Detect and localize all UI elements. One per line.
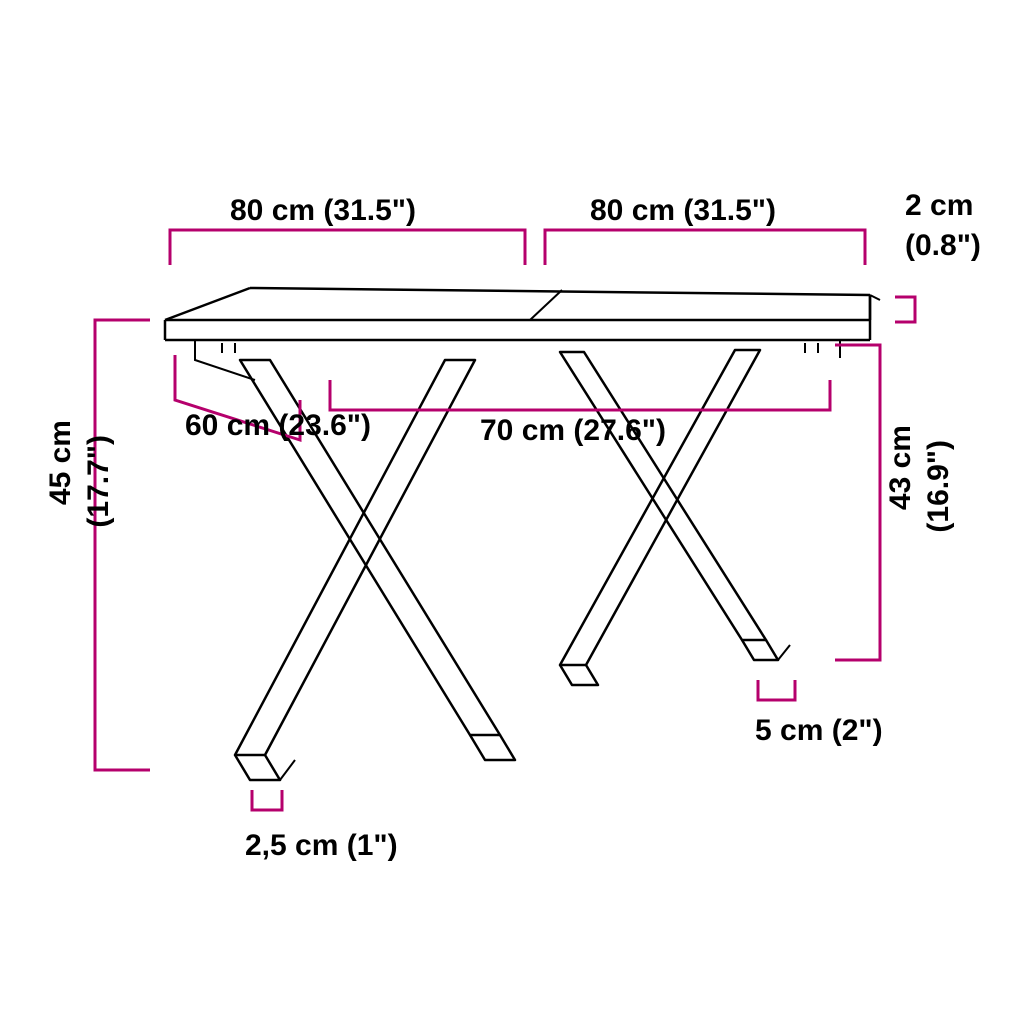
dim-leg-width: 5 cm (2") bbox=[755, 680, 883, 747]
label-top-width-1: 80 cm (31.5") bbox=[230, 194, 416, 227]
label-overall-height-a: 45 cm bbox=[44, 420, 77, 505]
label-thickness-b: (0.8") bbox=[905, 229, 981, 262]
label-thickness-a: 2 cm bbox=[905, 189, 973, 222]
dim-top-width-1: 80 cm (31.5") bbox=[170, 194, 525, 265]
dim-depth: 60 cm (23.6") bbox=[175, 355, 371, 442]
dim-overall-height: 45 cm (17.7") 45 cm (17.7") bbox=[44, 320, 150, 770]
label-top-width-2: 80 cm (31.5") bbox=[590, 194, 776, 227]
label-leg-span: 70 cm (27.6") bbox=[480, 414, 666, 447]
dim-thickness: 2 cm (0.8") 2 cm (0.8") bbox=[895, 189, 981, 322]
dimension-drawing: 80 cm (31.5") 80 cm (31.5") 2 cm (0.8") … bbox=[0, 0, 1024, 1024]
dim-under-height: 43 cm (16.9") 43 cm (16.9") bbox=[835, 345, 955, 660]
label-depth: 60 cm (23.6") bbox=[185, 409, 371, 442]
label-overall-height-b: (17.7") bbox=[82, 435, 115, 528]
label-leg-thickness: 2,5 cm (1") bbox=[245, 829, 398, 862]
label-leg-width: 5 cm (2") bbox=[755, 714, 883, 747]
label-under-height-a: 43 cm bbox=[884, 425, 917, 510]
dim-top-width-2: 80 cm (31.5") bbox=[545, 194, 865, 265]
label-under-height-b: (16.9") bbox=[922, 440, 955, 533]
dim-leg-thickness: 2,5 cm (1") bbox=[245, 790, 398, 862]
